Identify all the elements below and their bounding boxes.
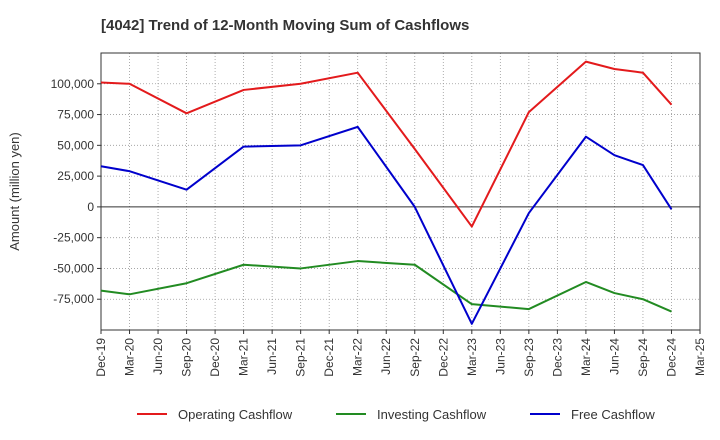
legend-item-operating-cashflow: Operating Cashflow bbox=[137, 407, 293, 422]
y-axis-ticks: 100,000 75,000 50,000 25,000 0 -25,000 -50,000… bbox=[51, 77, 101, 306]
x-tick-label: Jun-23 bbox=[493, 338, 507, 375]
x-tick-label: Jun-21 bbox=[265, 338, 279, 375]
legend-item-free-cashflow: Free Cashflow bbox=[530, 407, 655, 422]
legend-label: Investing Cashflow bbox=[377, 407, 487, 422]
x-tick-label: Jun-22 bbox=[379, 338, 393, 375]
x-tick-label: Dec-20 bbox=[208, 338, 222, 377]
x-tick-label: Mar-24 bbox=[579, 338, 593, 376]
y-tick-label: 25,000 bbox=[57, 169, 94, 183]
x-tick-label: Sep-23 bbox=[522, 338, 536, 377]
legend-label: Free Cashflow bbox=[571, 407, 655, 422]
legend-item-investing-cashflow: Investing Cashflow bbox=[336, 407, 487, 422]
x-tick-label: Dec-24 bbox=[664, 338, 678, 377]
series-layer bbox=[100, 60, 673, 325]
series-line-free-cashflow bbox=[100, 125, 673, 325]
x-tick-label: Mar-21 bbox=[237, 338, 251, 376]
y-tick-label: 0 bbox=[87, 200, 94, 214]
x-tick-label: Jun-20 bbox=[151, 338, 165, 375]
x-tick-label: Dec-19 bbox=[94, 338, 108, 377]
x-tick-label: Jun-24 bbox=[607, 338, 621, 375]
chart-title: [4042] Trend of 12-Month Moving Sum of C… bbox=[101, 17, 469, 34]
y-axis-title: Amount (million yen) bbox=[7, 132, 22, 251]
x-tick-label: Sep-24 bbox=[636, 338, 650, 377]
x-tick-label: Dec-22 bbox=[436, 338, 450, 377]
grid bbox=[100, 53, 701, 330]
y-tick-label: 75,000 bbox=[57, 108, 94, 122]
legend-label: Operating Cashflow bbox=[178, 407, 293, 422]
y-tick-label: -75,000 bbox=[53, 292, 94, 306]
x-tick-label: Mar-25 bbox=[693, 338, 707, 376]
x-tick-label: Dec-21 bbox=[322, 338, 336, 377]
x-tick-label: Sep-21 bbox=[294, 338, 308, 377]
series-line-investing-cashflow bbox=[100, 260, 672, 313]
x-axis-ticks: Dec-19 Mar-20 Jun-20 Sep-20 Dec-20 Mar-21 Jun-… bbox=[94, 330, 707, 377]
x-tick-label: Sep-20 bbox=[180, 338, 194, 377]
x-tick-label: Dec-23 bbox=[550, 338, 564, 377]
y-tick-label: 50,000 bbox=[57, 138, 94, 152]
x-tick-label: Sep-22 bbox=[408, 338, 422, 377]
y-tick-label: -50,000 bbox=[53, 261, 94, 275]
series-line-operating-cashflow bbox=[100, 60, 673, 228]
y-tick-label: 100,000 bbox=[51, 77, 95, 91]
x-tick-label: Mar-23 bbox=[465, 338, 479, 376]
legend: Operating Cashflow Investing Cashflow Free… bbox=[137, 407, 655, 422]
x-tick-label: Mar-22 bbox=[351, 338, 365, 376]
y-tick-label: -25,000 bbox=[53, 231, 94, 245]
x-tick-label: Mar-20 bbox=[123, 338, 137, 376]
plot-area bbox=[100, 52, 701, 331]
